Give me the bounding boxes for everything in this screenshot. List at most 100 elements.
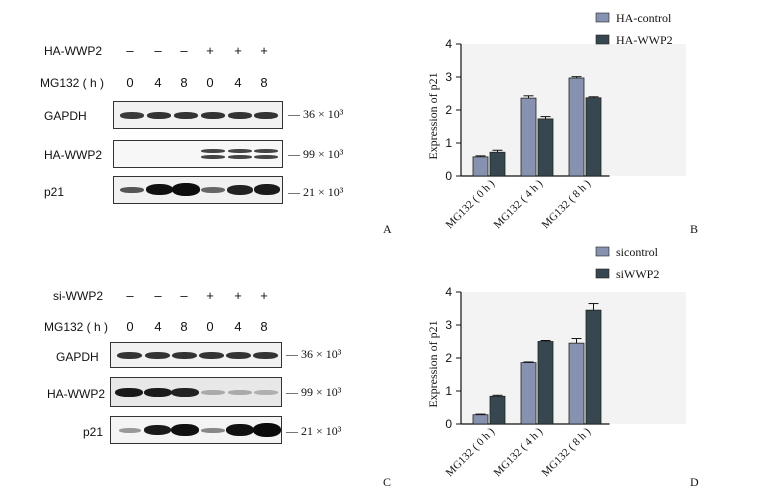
timepoint-label: 8 [260,319,268,334]
panel-letter-a: A [383,222,392,236]
band [228,112,252,119]
treatment-symbol: – [154,43,162,58]
treatment-symbol: + [260,43,268,58]
x-tick-label: MG132 ( 8 h ) [540,177,594,231]
treatment-symbol: – [126,288,134,303]
mw-marker-p21: — 21 × 10³ [286,424,342,438]
band [172,183,200,196]
blot-label-p21: p21 [44,185,65,199]
bar [537,341,554,425]
x-tick-label: MG132 ( 8 h ) [540,425,594,479]
x-tick-label: MG132 ( 4 h ) [492,177,546,231]
treatment-symbol: + [206,43,214,58]
treatment-symbol: – [180,288,188,303]
bar [537,118,554,177]
bar [472,414,489,425]
y-tick-label: 1 [445,384,452,398]
treatment-symbol: + [234,288,242,303]
timepoint-label: 8 [260,75,268,90]
blot-label-ha-wwp2: HA-WWP2 [44,148,102,162]
y-tick-label: 3 [445,70,452,84]
bar [489,151,506,177]
y-tick-label: 4 [445,37,452,51]
timepoint-label: 0 [126,319,134,334]
treatment-symbol: – [154,288,162,303]
treatment-symbol: – [126,43,134,58]
timepoint-label: 8 [180,75,188,90]
band [145,352,170,359]
y-tick-label: 3 [445,318,452,332]
band [253,352,278,359]
y-tick-label: 4 [445,285,452,299]
band [171,424,199,436]
band [201,428,225,433]
band [174,112,198,119]
band [201,155,225,159]
legend-entry: HA-WWP2 [616,33,673,47]
band [254,155,278,159]
y-tick-label: 2 [445,103,452,117]
band [144,425,171,435]
legend-swatch [595,268,610,279]
x-tick-label: MG132 ( 0 h ) [444,425,498,479]
y-tick-label: 0 [445,417,452,431]
timepoint-row-label: MG132 ( h ) [44,320,109,334]
legend-swatch [595,34,610,45]
y-tick-label: 1 [445,136,452,150]
blot-label-ha-wwp2: HA-WWP2 [47,387,105,401]
timepoint-label: 0 [126,75,134,90]
band [201,390,225,395]
band [201,112,225,119]
timepoint-label: 4 [234,319,242,334]
bar [585,309,602,425]
treatment-symbol: + [206,288,214,303]
legend-swatch [595,246,610,257]
x-tick-label: MG132 ( 0 h ) [444,177,498,231]
mw-marker-gapdh: — 36 × 10³ [286,347,342,361]
band [201,187,225,193]
legend-entry: siWWP2 [616,267,659,281]
timepoint-label: 4 [154,319,162,334]
band [254,390,278,395]
mw-marker-gapdh: — 36 × 10³ [288,107,344,121]
timepoint-row-label: MG132 ( h ) [40,76,105,90]
treatment-row-label: HA-WWP2 [44,44,102,58]
band [199,352,224,359]
bar [520,97,537,177]
x-tick-label: MG132 ( 4 h ) [492,425,546,479]
blot-strip-p21 [110,416,282,444]
band [254,149,278,153]
band [147,112,171,119]
band [171,388,199,397]
treatment-row-label: si-WWP2 [53,289,103,303]
timepoint-label: 0 [206,319,214,334]
band [144,388,172,397]
treatment-symbol: – [180,43,188,58]
timepoint-label: 4 [234,75,242,90]
band [119,428,141,433]
blot-strip-ha-wwp2 [113,140,283,168]
legend-entry: HA-control [616,11,672,25]
treatment-symbol: + [234,43,242,58]
band [227,185,253,195]
band [228,149,252,153]
blot-strip-ha-wwp2 [110,377,282,407]
treatment-symbol: + [260,288,268,303]
panel-letter-c: C [383,475,392,489]
blot-strip-gapdh [113,101,283,129]
band [254,112,278,119]
y-axis-label: Expression of p21 [426,72,440,159]
blot-label-gapdh: GAPDH [56,350,99,364]
mw-marker-ha-wwp2: — 99 × 10³ [286,385,342,399]
legend-swatch [595,12,610,23]
y-tick-label: 2 [445,351,452,365]
y-tick-label: 0 [445,169,452,183]
band [146,184,173,195]
bar [585,97,602,177]
blot-strip-gapdh [110,342,282,368]
bar [520,362,537,425]
band [201,149,225,153]
band [172,352,197,359]
